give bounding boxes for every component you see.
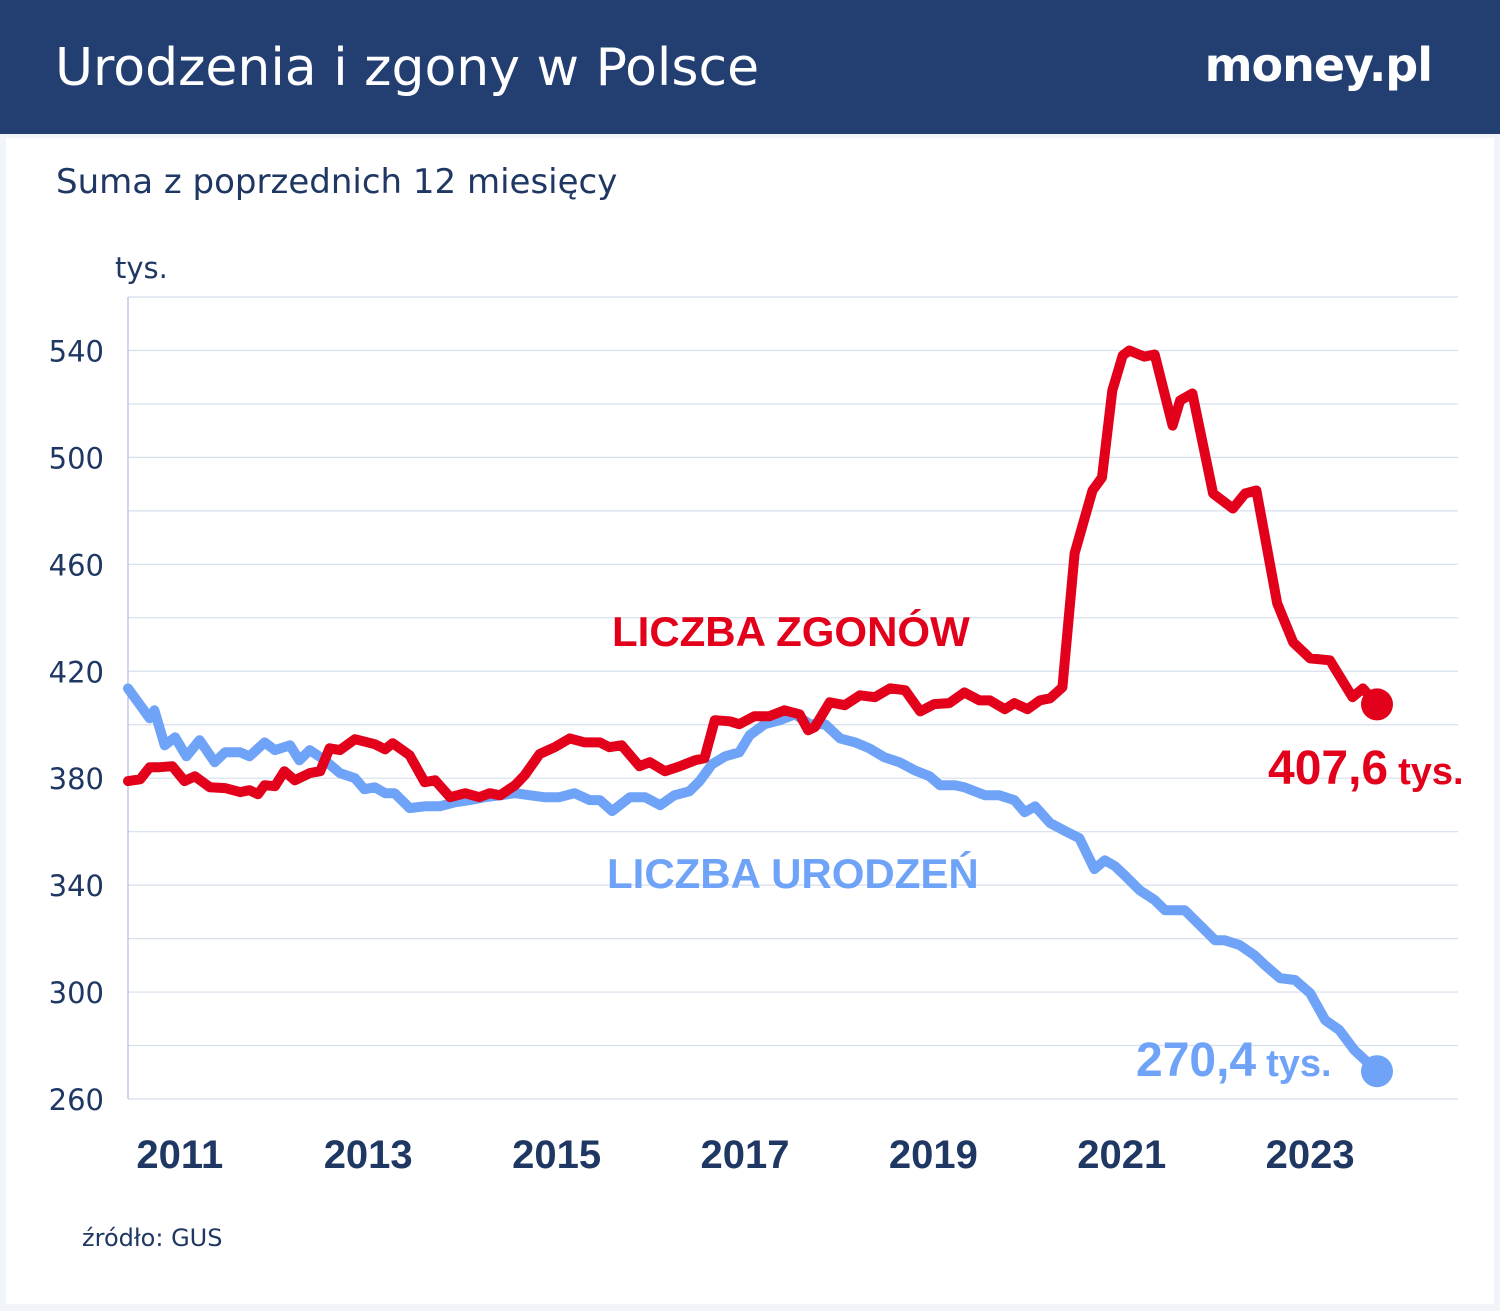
x-tick-label: 2019 bbox=[889, 1133, 978, 1177]
x-tick-label: 2015 bbox=[512, 1133, 601, 1177]
y-tick-label: 420 bbox=[49, 655, 104, 689]
births-end-label: 270,4 tys. bbox=[1136, 1034, 1332, 1087]
births-line bbox=[123, 683, 1382, 1077]
y-tick-label: 460 bbox=[49, 548, 104, 582]
x-tick-label: 2013 bbox=[324, 1133, 413, 1177]
chart-title: Urodzenia i zgony w Polsce bbox=[55, 38, 760, 98]
chart-subtitle: Suma z poprzednich 12 miesięcy bbox=[56, 162, 618, 202]
births-end-unit: tys. bbox=[1266, 1043, 1331, 1085]
births-end-value: 270,4 bbox=[1136, 1034, 1256, 1087]
deaths-line bbox=[123, 345, 1382, 803]
births-series-label: LICZBA URODZEŃ bbox=[607, 850, 979, 897]
x-tick-label: 2017 bbox=[700, 1133, 789, 1177]
x-tick-label: 2023 bbox=[1266, 1133, 1355, 1177]
y-tick-label: 500 bbox=[49, 441, 104, 475]
y-tick-label: 340 bbox=[49, 869, 104, 903]
header-bar: Urodzenia i zgony w Polsce money.pl bbox=[0, 0, 1500, 134]
deaths-end-value: 407,6 bbox=[1268, 742, 1388, 795]
y-tick-label: 540 bbox=[49, 334, 104, 368]
source-note: źródło: GUS bbox=[82, 1224, 223, 1252]
y-tick-label: 300 bbox=[49, 976, 104, 1010]
x-tick-label: 2011 bbox=[136, 1133, 223, 1177]
y-axis-unit: tys. bbox=[115, 251, 168, 285]
x-tick-label: 2021 bbox=[1077, 1133, 1166, 1177]
deaths-end-unit: tys. bbox=[1398, 751, 1463, 793]
deaths-end-marker bbox=[1360, 688, 1393, 721]
deaths-series-label: LICZBA ZGONÓW bbox=[612, 607, 970, 655]
y-tick-label: 260 bbox=[49, 1083, 104, 1117]
y-tick-label: 380 bbox=[49, 762, 104, 796]
deaths-end-label: 407,6 tys. bbox=[1268, 742, 1464, 795]
money-pl-logo: money.pl bbox=[1204, 38, 1433, 92]
births-end-marker bbox=[1360, 1055, 1393, 1088]
